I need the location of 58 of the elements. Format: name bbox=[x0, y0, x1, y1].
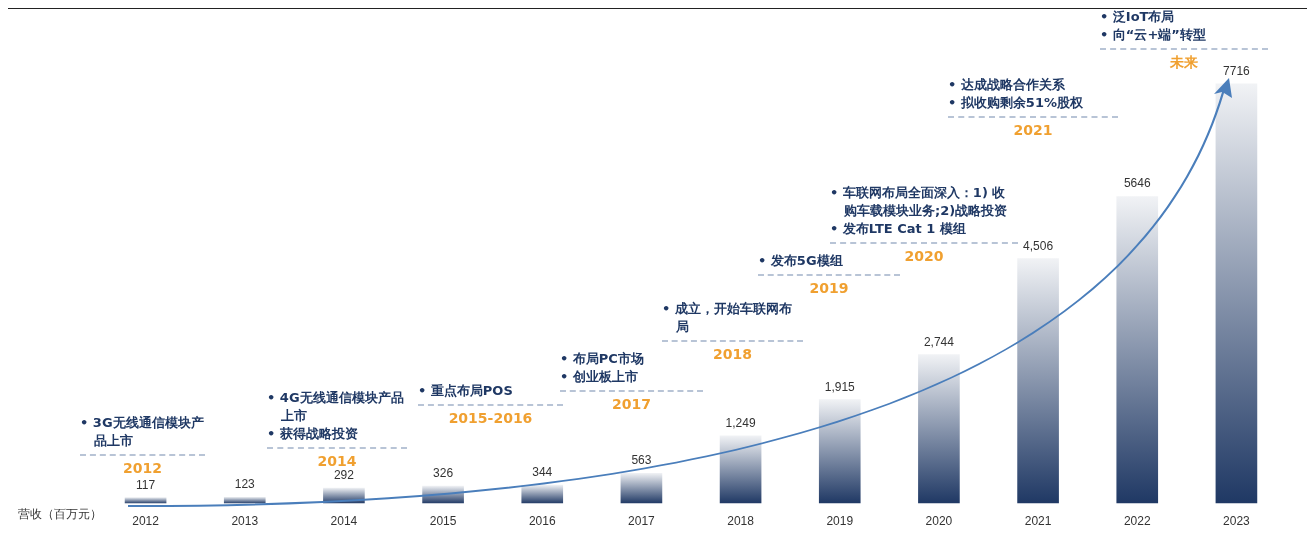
bar bbox=[719, 435, 762, 504]
annotation: • 发布5G模组 bbox=[758, 252, 844, 270]
bar bbox=[223, 496, 266, 504]
x-tick-label: 2012 bbox=[132, 514, 160, 529]
data-label: 344 bbox=[532, 465, 553, 480]
data-label: 1,915 bbox=[824, 379, 856, 394]
bar bbox=[818, 399, 861, 504]
data-label: 7716 bbox=[1223, 63, 1251, 78]
data-label: 2,744 bbox=[923, 334, 955, 349]
x-tick-label: 2013 bbox=[231, 514, 259, 529]
data-label: 5646 bbox=[1123, 176, 1151, 191]
x-tick-label: 2016 bbox=[528, 514, 556, 529]
data-label: 4,506 bbox=[1023, 238, 1054, 253]
annotation: 2018 bbox=[712, 346, 753, 362]
annotation: • 布局PC市场 bbox=[560, 350, 645, 368]
x-tick-label: 2023 bbox=[1223, 514, 1251, 529]
annotation: • 发布LTE Cat 1 模组 bbox=[830, 220, 967, 238]
data-label: 123 bbox=[234, 477, 256, 492]
text: 未来 bbox=[1170, 54, 1198, 70]
x-tick-label: 2021 bbox=[1024, 514, 1052, 529]
x-tick-label: 2014 bbox=[330, 514, 358, 529]
bar bbox=[521, 484, 564, 504]
annotation: • 达成战略合作关系 bbox=[948, 76, 1066, 94]
data-label: 563 bbox=[631, 453, 652, 468]
y-axis-title: 营收（百万元） bbox=[18, 506, 102, 523]
data-label: 292 bbox=[333, 468, 355, 483]
bar bbox=[1116, 196, 1159, 504]
annotation: 2019 bbox=[808, 280, 850, 296]
x-tick-label: 2022 bbox=[1123, 514, 1151, 529]
annotation: • 车联网布局全面深入：1) 收购车载模块业务;2)战略投资 bbox=[830, 184, 1009, 220]
annotation: • 获得战略投资 bbox=[267, 425, 359, 443]
bar bbox=[1215, 83, 1258, 504]
annotation: 2020 bbox=[904, 248, 944, 264]
annotation: 2017 bbox=[611, 396, 652, 412]
annotation: • 4G无线通信模块产品上市 bbox=[267, 389, 405, 425]
x-tick-label: 2015 bbox=[429, 514, 457, 529]
annotation: 2012 bbox=[122, 460, 163, 476]
annotation: 2014 bbox=[316, 453, 358, 469]
data-label: 326 bbox=[433, 466, 454, 481]
x-tick-label: 2019 bbox=[826, 514, 854, 529]
bar bbox=[918, 354, 960, 504]
annotation: • 3G无线通信模块产品上市 bbox=[80, 414, 205, 450]
annotation: • 创业板上市 bbox=[560, 368, 639, 386]
bar bbox=[1017, 258, 1059, 504]
bar bbox=[124, 497, 167, 504]
x-tick-label: 2017 bbox=[628, 514, 656, 529]
data-label: 1,249 bbox=[725, 415, 756, 430]
annotation: • 拟收购剩余51%股权 bbox=[948, 94, 1084, 112]
annotation: • 重点布局POS bbox=[418, 383, 513, 398]
text: • 泛IoT布局 bbox=[1100, 8, 1176, 26]
text: • 向“云+端”转型 bbox=[1100, 26, 1207, 44]
annotation: 2021 bbox=[1012, 122, 1054, 138]
bar bbox=[620, 472, 663, 504]
x-tick-label: 2018 bbox=[727, 514, 755, 529]
annotation: 2015-2016 bbox=[447, 410, 534, 426]
annotation: • 成立，开始车联网布局 bbox=[662, 300, 793, 336]
data-label: 117 bbox=[136, 477, 156, 492]
x-tick-label: 2020 bbox=[925, 514, 953, 529]
